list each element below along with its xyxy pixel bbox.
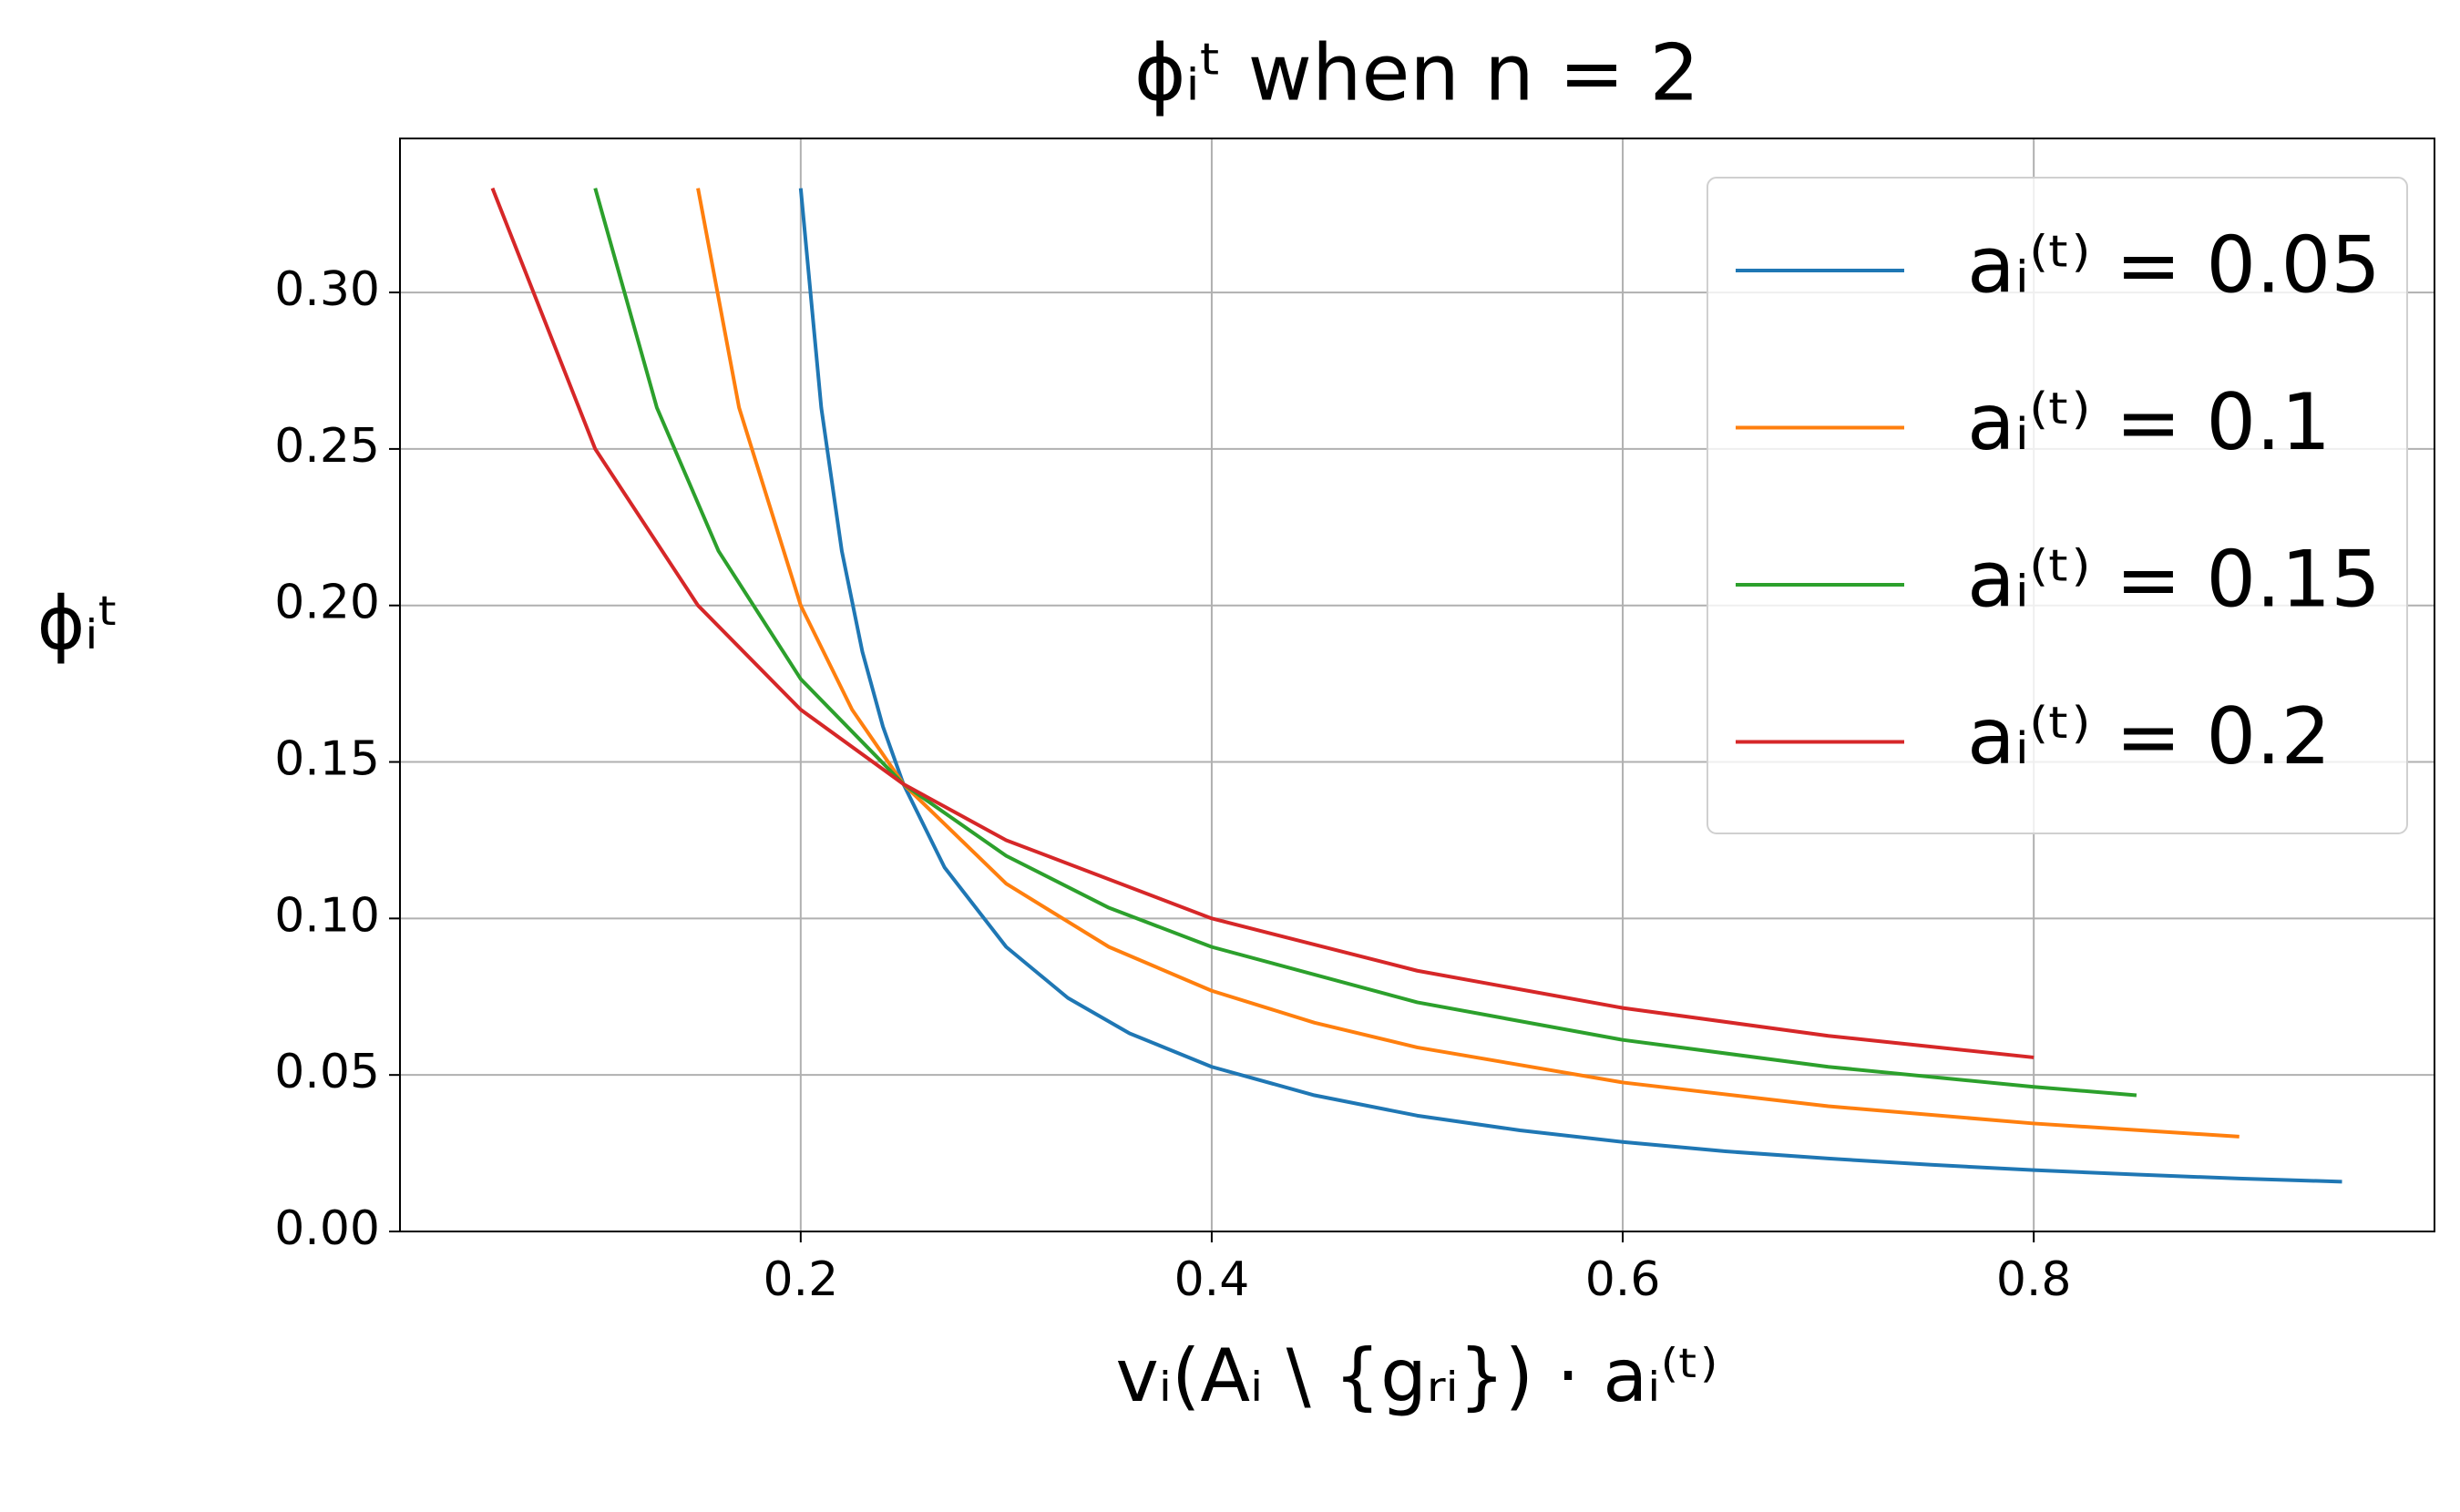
- y-tick-label: 0.20: [274, 576, 380, 630]
- x-axis-label: vᵢ(Aᵢ \ {gᵣᵢ}) · aᵢ⁽ᵗ⁾: [1116, 1333, 1718, 1418]
- series-line: [490, 187, 2035, 1059]
- legend-label: aᵢ⁽ᵗ⁾ = 0.15: [1967, 534, 2381, 625]
- y-tick-label: 0.15: [274, 732, 380, 787]
- x-tick-label: 0.2: [763, 1252, 838, 1307]
- y-tick-label: 0.30: [274, 262, 380, 317]
- x-tick-label: 0.6: [1585, 1252, 1661, 1307]
- legend-label: aᵢ⁽ᵗ⁾ = 0.05: [1967, 220, 2381, 311]
- y-axis-label: ϕᵢᵗ: [37, 581, 120, 666]
- x-tick-label: 0.8: [1996, 1252, 2072, 1307]
- chart-title: ϕᵢᵗ when n = 2: [1134, 27, 1699, 118]
- series-line: [798, 188, 2342, 1184]
- series-line: [593, 188, 2137, 1098]
- y-tick-label: 0.05: [274, 1045, 380, 1099]
- x-tick-label: 0.4: [1174, 1252, 1250, 1307]
- y-tick-label: 0.00: [274, 1201, 380, 1256]
- y-tick-label: 0.25: [274, 419, 380, 474]
- series-line: [696, 188, 2240, 1139]
- y-tick-label: 0.10: [274, 888, 380, 943]
- legend-box: [1707, 177, 2408, 834]
- legend-label: aᵢ⁽ᵗ⁾ = 0.2: [1967, 691, 2331, 782]
- axes-frame: [399, 138, 2435, 1232]
- legend-label: aᵢ⁽ᵗ⁾ = 0.1: [1967, 377, 2331, 468]
